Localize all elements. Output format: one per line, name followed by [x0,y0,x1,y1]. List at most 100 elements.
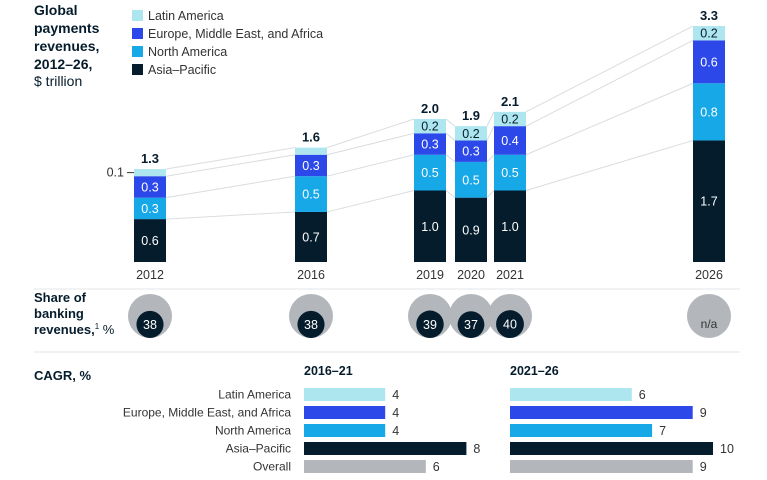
cagr-category-north-america: North America [215,424,291,438]
cagr-category-europe-middle-east-and-africa: Europe, Middle East, and Africa [123,406,291,420]
value-label-2012-europe-middle-east-and-africa: 0.3 [141,180,158,194]
legend-swatch-asia-pacific [132,64,143,75]
share-label-unit: % [99,322,115,337]
bar-2026-asia-pacific [693,140,725,262]
cagr-title-right: 2021–26 [510,364,559,378]
title-line-3: revenues, [34,38,99,54]
cagr-value-left-north-america: 4 [392,424,399,438]
cagr-category-overall: Overall [253,460,291,474]
bubble-label-2021: 40 [503,318,517,332]
value-label-2026-asia-pacific: 1.7 [700,195,717,209]
value-label-2021-europe-middle-east-and-africa: 0.4 [501,134,518,148]
bubble-inner-2016 [297,310,325,338]
x-tick-2012: 2012 [136,268,164,282]
connector-2016-1 [326,154,415,177]
bar-2026-europe-middle-east-and-africa [693,40,725,84]
connector-2012-0 [165,211,296,220]
total-label-2020: 1.9 [462,108,480,123]
cagr-bar-right-north-america [510,424,653,437]
connector-2012-2 [165,154,296,177]
bar-2012-north-america [134,197,166,220]
connector-2019-1 [445,154,456,163]
value-label-2026-north-america: 0.8 [700,105,717,119]
bar-2019-north-america [414,154,446,191]
cagr-value-left-overall: 6 [433,460,440,474]
value-label-2026-latin-america: 0.2 [700,27,717,41]
cagr-bars: 2016–21 4 Latin America 4 Europe, Middle Eas… [123,364,734,474]
value-label-2016-europe-middle-east-and-africa: 0.3 [302,159,319,173]
legend-swatch-latin-america [132,10,143,21]
connector-2012-1 [165,175,296,199]
total-label-2012: 1.3 [141,151,159,166]
value-label-2019-asia-pacific: 1.0 [421,220,438,234]
connector-2021-1 [525,82,694,156]
legend-swatch-europe-middle-east-and-africa [132,28,143,39]
bar-2026-latin-america [693,26,725,41]
total-connector-lines [165,25,694,220]
bar-2012-latin-america [134,169,166,177]
cagr-label: CAGR, % [34,368,92,383]
connector-2019-0 [445,190,456,199]
legend-label-latin-america: Latin America [148,9,224,23]
cagr-bar-left-asia-pacific [304,442,467,455]
chart-title: Global payments revenues, 2012–26, $ tri… [34,2,100,89]
cagr-value-right-asia-pacific: 10 [720,442,734,456]
total-label-2026: 3.3 [700,8,718,23]
connector-2021-0 [525,139,694,191]
bar-2019-asia-pacific [414,190,446,262]
bar-2026-north-america [693,83,725,141]
connector-2016-3 [326,118,415,149]
bubble-outer-2026 [687,294,731,338]
connector-2020-0 [486,190,495,198]
cagr-title-left: 2016–21 [304,364,353,378]
bubble-inner-2019 [416,310,444,339]
cagr-value-left-latin-america: 4 [392,388,399,402]
value-label-2019-latin-america: 0.2 [421,120,438,134]
x-tick-2016: 2016 [297,268,325,282]
value-label-2016-asia-pacific: 0.7 [302,230,319,244]
bar-2019-latin-america [414,119,446,134]
connector-2021-3 [525,25,694,113]
bar-2019-europe-middle-east-and-africa [414,133,446,155]
cagr-value-right-latin-america: 6 [639,388,646,402]
cagr-bar-right-latin-america [510,388,632,401]
value-label-2020-europe-middle-east-and-africa: 0.3 [462,145,479,159]
cagr-category-asia-pacific: Asia–Pacific [226,442,291,456]
value-label-2021-latin-america: 0.2 [501,113,518,127]
bar-2016-europe-middle-east-and-africa [295,154,327,177]
value-label-2016-north-america: 0.5 [302,188,319,202]
value-label-2012-north-america: 0.3 [141,202,158,216]
cagr-bar-right-asia-pacific [510,442,713,455]
bubble-label-2026: n/a [701,317,718,331]
bubble-inner-2012 [136,310,164,338]
connector-2020-1 [486,154,495,163]
cagr-bar-left-north-america [304,424,386,437]
value-label-2019-north-america: 0.5 [421,166,438,180]
value-label-2021-asia-pacific: 1.0 [501,220,518,234]
bar-2020-north-america [455,161,487,198]
bubble-label-2019: 39 [423,318,437,332]
title-line-4: 2012–26, [34,56,92,72]
cagr-category-latin-america: Latin America [218,388,291,402]
value-label-2021-north-america: 0.5 [501,166,518,180]
cagr-bar-right-europe-middle-east-and-africa [510,406,693,419]
x-tick-2020: 2020 [457,268,485,282]
x-tick-2026: 2026 [695,268,723,282]
bubble-inner-2020 [457,311,485,338]
value-label-2019-europe-middle-east-and-africa: 0.3 [421,138,438,152]
bar-2020-latin-america [455,126,487,141]
share-bubbles: 38 38 39 37 40 n/a [128,294,731,339]
cagr-bar-left-overall [304,460,426,473]
bubble-label-2020: 37 [464,318,478,332]
cagr-value-right-europe-middle-east-and-africa: 9 [700,406,707,420]
cagr-value-left-asia-pacific: 8 [473,442,480,456]
share-label-line-3: revenues,1 % [34,322,115,337]
cagr-value-right-overall: 9 [700,460,707,474]
bar-2012-europe-middle-east-and-africa [134,176,166,198]
connector-2020-2 [486,125,495,141]
bubble-inner-2021 [496,310,524,338]
bar-2016-asia-pacific [295,211,327,262]
bar-2021-asia-pacific [494,190,526,262]
legend-label-asia-pacific: Asia–Pacific [148,63,216,77]
